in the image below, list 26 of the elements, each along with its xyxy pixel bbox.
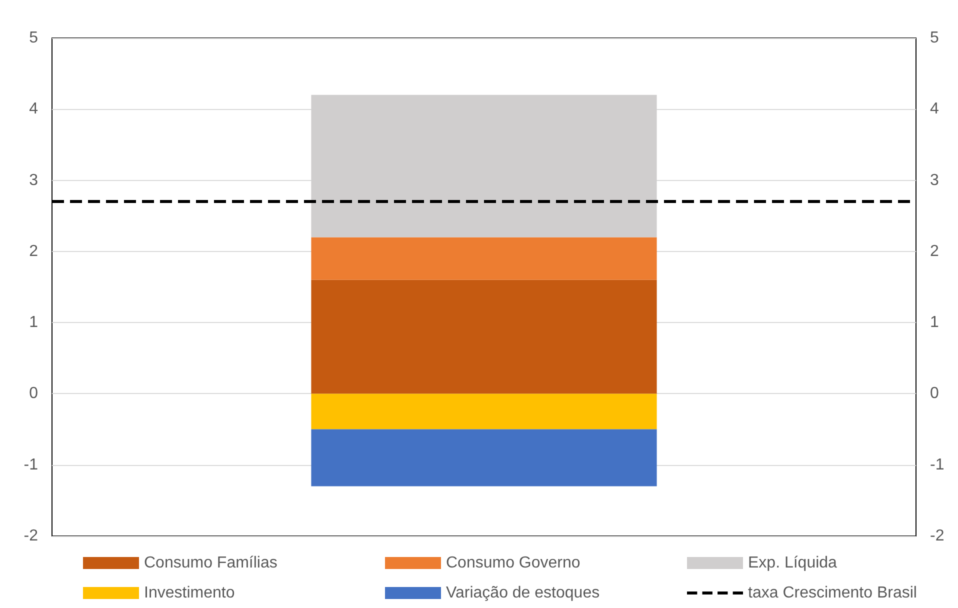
bar <box>311 280 657 394</box>
y2-tick-label: 1 <box>930 314 939 332</box>
y-tick-label: 4 <box>29 100 38 118</box>
y-tick-label: 3 <box>29 172 38 189</box>
y2-tick-label: 5 <box>930 30 939 46</box>
y2-tick-label: 0 <box>930 385 939 402</box>
bar <box>311 429 657 486</box>
bar <box>311 237 657 280</box>
y2-tick-label: 3 <box>930 172 939 189</box>
y-tick-label: -2 <box>24 528 38 544</box>
bar <box>311 394 657 430</box>
legend-label: Consumo Governo <box>446 554 580 572</box>
y-tick-label: 2 <box>29 242 38 260</box>
y-tick-label: -1 <box>24 456 38 474</box>
y-tick-label: 1 <box>29 314 38 332</box>
y-tick-label: 0 <box>29 385 38 402</box>
y2-tick-label: -1 <box>930 456 944 474</box>
y-tick-label: 5 <box>29 30 38 46</box>
legend-label: taxa Crescimento Brasil <box>748 584 917 602</box>
y2-tick-label: -2 <box>930 528 944 544</box>
y2-tick-label: 4 <box>930 100 939 118</box>
legend-label: Consumo Famílias <box>144 554 278 572</box>
legend-label: Variação de estoques <box>446 584 600 602</box>
y2-tick-label: 2 <box>930 242 939 260</box>
legend-label: Exp. Líquida <box>748 554 838 572</box>
legend-label: Investimento <box>144 584 235 602</box>
